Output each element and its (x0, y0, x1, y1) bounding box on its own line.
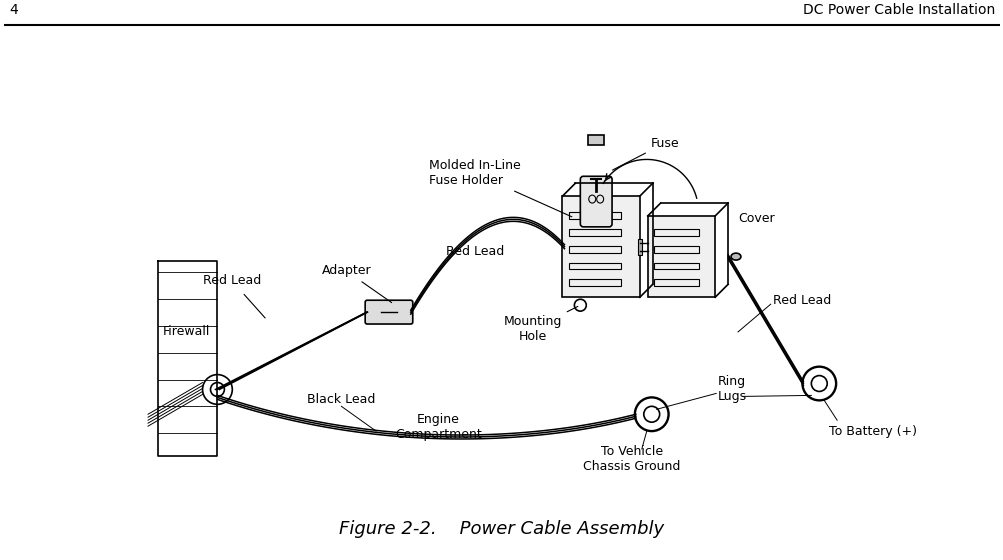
Bar (569, 263, 621, 269)
Bar (647, 216, 714, 297)
Bar (569, 246, 621, 253)
FancyBboxPatch shape (365, 300, 412, 324)
Text: Adapter: Adapter (321, 264, 391, 302)
Bar (569, 279, 621, 286)
Bar (569, 212, 621, 219)
Text: Cover: Cover (737, 212, 774, 226)
Text: Engine
Compartment: Engine Compartment (395, 413, 481, 441)
Text: Figure 2-2.    Power Cable Assembly: Figure 2-2. Power Cable Assembly (339, 520, 664, 538)
Ellipse shape (730, 253, 740, 260)
FancyBboxPatch shape (580, 176, 612, 227)
Bar (637, 239, 641, 255)
Bar (653, 279, 699, 286)
Text: Mounting
Hole: Mounting Hole (504, 306, 578, 343)
Text: Ring
Lugs: Ring Lugs (717, 375, 746, 403)
Bar (653, 246, 699, 253)
Text: Red Lead: Red Lead (445, 245, 504, 258)
Bar (569, 229, 621, 236)
Text: Black Lead: Black Lead (306, 393, 375, 406)
Bar (562, 196, 639, 297)
Text: Firewall: Firewall (162, 325, 210, 338)
Text: To Battery (+): To Battery (+) (828, 424, 917, 437)
Bar (588, 134, 604, 144)
Text: 4: 4 (9, 3, 18, 17)
Text: Red Lead: Red Lead (203, 274, 261, 287)
Bar (653, 263, 699, 269)
Text: Red Lead: Red Lead (772, 294, 830, 307)
Text: DC Power Cable Installation: DC Power Cable Installation (801, 3, 994, 17)
Text: Molded In-Line
Fuse Holder: Molded In-Line Fuse Holder (428, 159, 572, 217)
Text: Fuse: Fuse (612, 137, 679, 170)
Bar (653, 229, 699, 236)
Text: To Vehicle
Chassis Ground: To Vehicle Chassis Ground (583, 445, 680, 473)
